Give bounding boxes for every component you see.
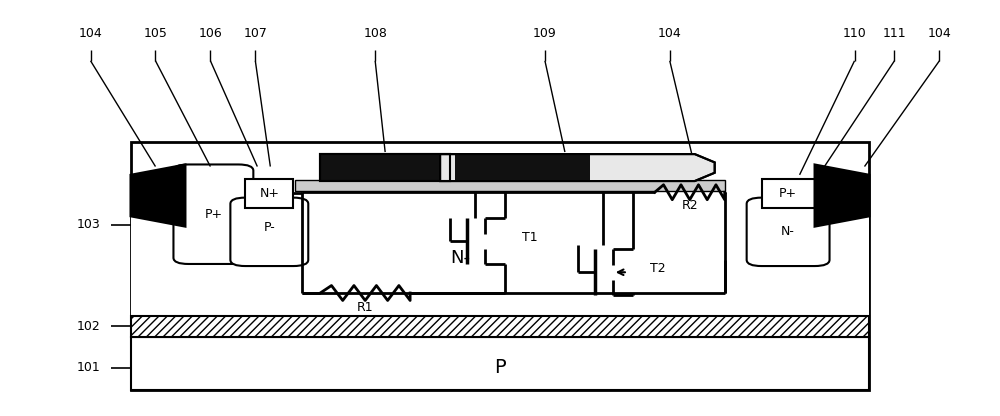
- Bar: [131, 337, 869, 391]
- Text: 104: 104: [79, 27, 102, 40]
- Bar: [245, 179, 293, 208]
- Text: 105: 105: [144, 27, 167, 40]
- Text: 111: 111: [883, 27, 906, 40]
- Text: P+: P+: [204, 208, 222, 221]
- Text: 104: 104: [928, 27, 951, 40]
- FancyBboxPatch shape: [173, 164, 253, 264]
- Text: R1: R1: [357, 301, 374, 314]
- FancyBboxPatch shape: [230, 198, 308, 266]
- Text: N+: N+: [259, 187, 279, 200]
- Polygon shape: [131, 164, 185, 227]
- Bar: [320, 154, 450, 181]
- Text: T2: T2: [650, 262, 666, 275]
- Text: P-: P-: [263, 221, 275, 234]
- Text: 108: 108: [363, 27, 387, 40]
- Text: 104: 104: [658, 27, 682, 40]
- Text: R2: R2: [681, 199, 698, 212]
- Text: 101: 101: [77, 361, 101, 374]
- FancyBboxPatch shape: [747, 198, 830, 266]
- Text: N-: N-: [450, 249, 470, 267]
- Text: 107: 107: [243, 27, 267, 40]
- Text: N-: N-: [781, 225, 795, 238]
- Bar: [762, 179, 815, 208]
- Polygon shape: [815, 164, 869, 227]
- Text: 106: 106: [199, 27, 222, 40]
- Text: P: P: [494, 358, 506, 377]
- Text: 109: 109: [533, 27, 557, 40]
- Bar: [131, 142, 869, 391]
- Bar: [295, 180, 725, 191]
- Bar: [455, 154, 590, 181]
- Polygon shape: [440, 154, 715, 181]
- Text: T1: T1: [522, 230, 538, 243]
- Text: P+: P+: [779, 187, 797, 200]
- Bar: [320, 154, 450, 181]
- Text: 103: 103: [77, 218, 101, 231]
- Text: 102: 102: [77, 319, 101, 333]
- Bar: [131, 187, 869, 316]
- Bar: [131, 316, 869, 337]
- Text: 110: 110: [843, 27, 866, 40]
